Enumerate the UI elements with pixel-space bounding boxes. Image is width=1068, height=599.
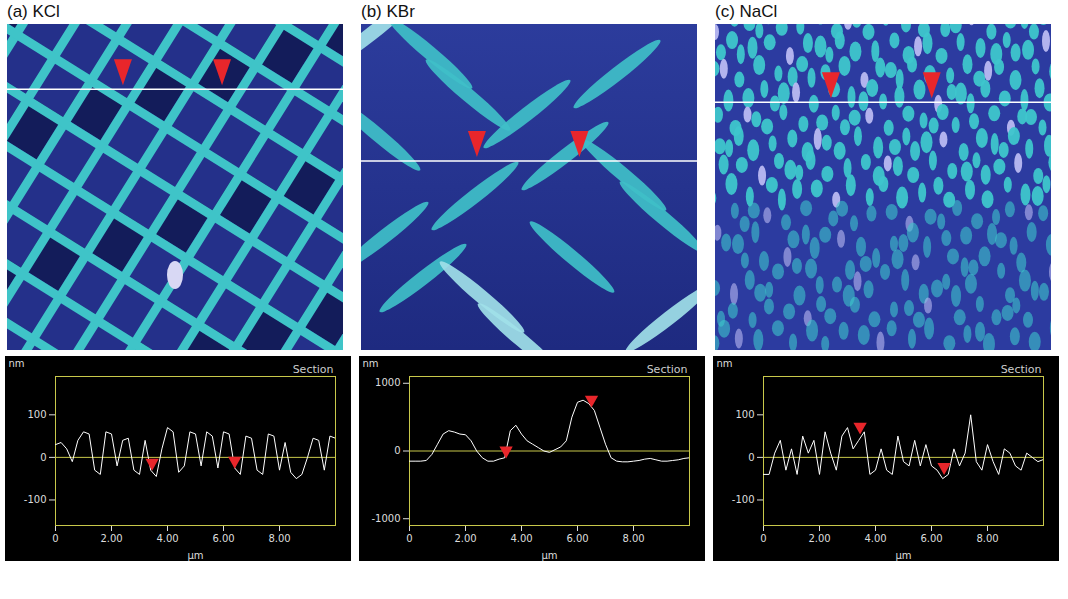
svg-text:nm: nm xyxy=(9,358,25,369)
svg-text:µm: µm xyxy=(895,550,911,561)
svg-text:nm: nm xyxy=(363,358,379,369)
svg-text:µm: µm xyxy=(541,550,557,561)
svg-text:4.00: 4.00 xyxy=(156,533,178,544)
svg-text:Section: Section xyxy=(293,363,334,376)
svg-text:100: 100 xyxy=(735,409,754,420)
svg-text:Section: Section xyxy=(647,363,688,376)
svg-text:6.00: 6.00 xyxy=(212,533,234,544)
html-text:(c) NaCl: (c) NaCl xyxy=(715,2,778,21)
svg-text:0: 0 xyxy=(760,533,766,544)
svg-text:0: 0 xyxy=(40,452,46,463)
svg-text:µm: µm xyxy=(187,550,203,561)
svg-text:-100: -100 xyxy=(732,494,755,505)
svg-text:4.00: 4.00 xyxy=(864,533,886,544)
svg-text:6.00: 6.00 xyxy=(566,533,588,544)
svg-text:0: 0 xyxy=(748,452,754,463)
svg-text:0: 0 xyxy=(406,533,412,544)
svg-text:8.00: 8.00 xyxy=(976,533,998,544)
svg-text:8.00: 8.00 xyxy=(268,533,290,544)
svg-text:2.00: 2.00 xyxy=(454,533,476,544)
svg-text:6.00: 6.00 xyxy=(920,533,942,544)
svg-text:0: 0 xyxy=(394,445,400,456)
svg-text:1000: 1000 xyxy=(375,377,400,388)
html-text:(a) KCl: (a) KCl xyxy=(7,2,60,21)
html-text:(b) KBr: (b) KBr xyxy=(361,2,415,21)
svg-text:-1000: -1000 xyxy=(371,513,400,524)
svg-text:-100: -100 xyxy=(24,494,47,505)
svg-text:0: 0 xyxy=(52,533,58,544)
svg-text:2.00: 2.00 xyxy=(808,533,830,544)
svg-text:4.00: 4.00 xyxy=(510,533,532,544)
svg-text:nm: nm xyxy=(717,358,733,369)
svg-text:8.00: 8.00 xyxy=(622,533,644,544)
svg-text:100: 100 xyxy=(27,409,46,420)
svg-text:Section: Section xyxy=(1001,363,1042,376)
svg-text:2.00: 2.00 xyxy=(100,533,122,544)
